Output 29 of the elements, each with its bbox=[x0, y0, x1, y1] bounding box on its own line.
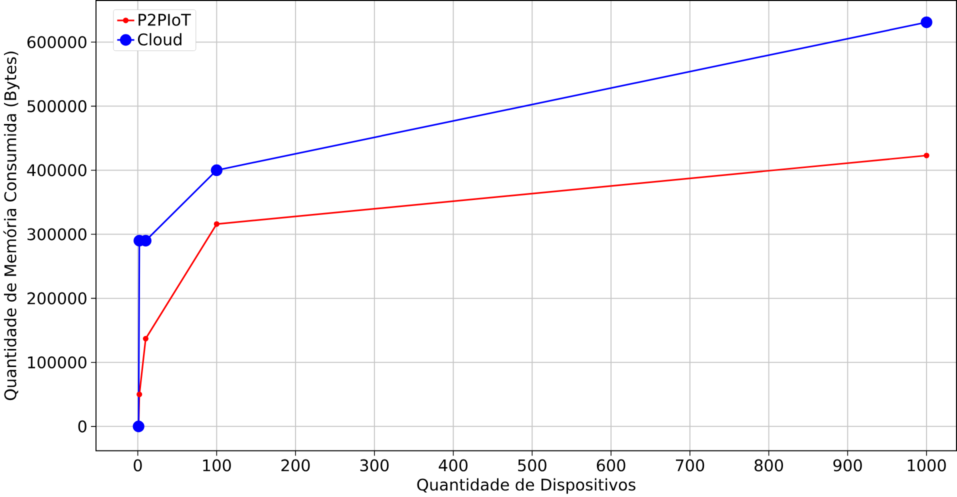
y-tick-label: 100000 bbox=[28, 356, 86, 368]
legend-label: Cloud bbox=[138, 33, 182, 46]
point bbox=[142, 336, 148, 342]
x-tick-label: 700 bbox=[676, 459, 704, 472]
x-tick-label: 600 bbox=[596, 459, 626, 472]
point bbox=[132, 420, 144, 432]
y-tick-label: 400000 bbox=[27, 164, 86, 176]
x-tick-label: 500 bbox=[518, 459, 546, 472]
x-tick-label: 100 bbox=[203, 459, 231, 472]
x-tick-label: 800 bbox=[754, 459, 783, 472]
y-tick-label: 200000 bbox=[28, 292, 86, 304]
x-tick-label: 400 bbox=[438, 459, 468, 472]
point bbox=[920, 16, 932, 28]
point bbox=[210, 164, 222, 176]
point bbox=[214, 221, 220, 227]
point bbox=[924, 152, 930, 158]
x-tick-label: 1000 bbox=[908, 459, 946, 472]
y-tick-label: 600000 bbox=[27, 36, 86, 48]
legend-label: P2PIoT bbox=[138, 14, 191, 26]
x-tick-label: 0 bbox=[134, 459, 142, 472]
y-tick-label: 500000 bbox=[28, 100, 86, 112]
x-axis-title: Quantidade de Dispositivos bbox=[417, 478, 636, 494]
point bbox=[136, 392, 142, 398]
y-tick-label: 300000 bbox=[28, 228, 86, 240]
x-tick-label: 900 bbox=[833, 459, 862, 472]
x-tick-label: 300 bbox=[360, 459, 389, 472]
y-axis-title: Quantidade de Memória Consumida (Bytes) bbox=[3, 52, 20, 400]
y-tick-label: 0 bbox=[78, 420, 86, 432]
x-tick-label: 200 bbox=[281, 459, 310, 472]
